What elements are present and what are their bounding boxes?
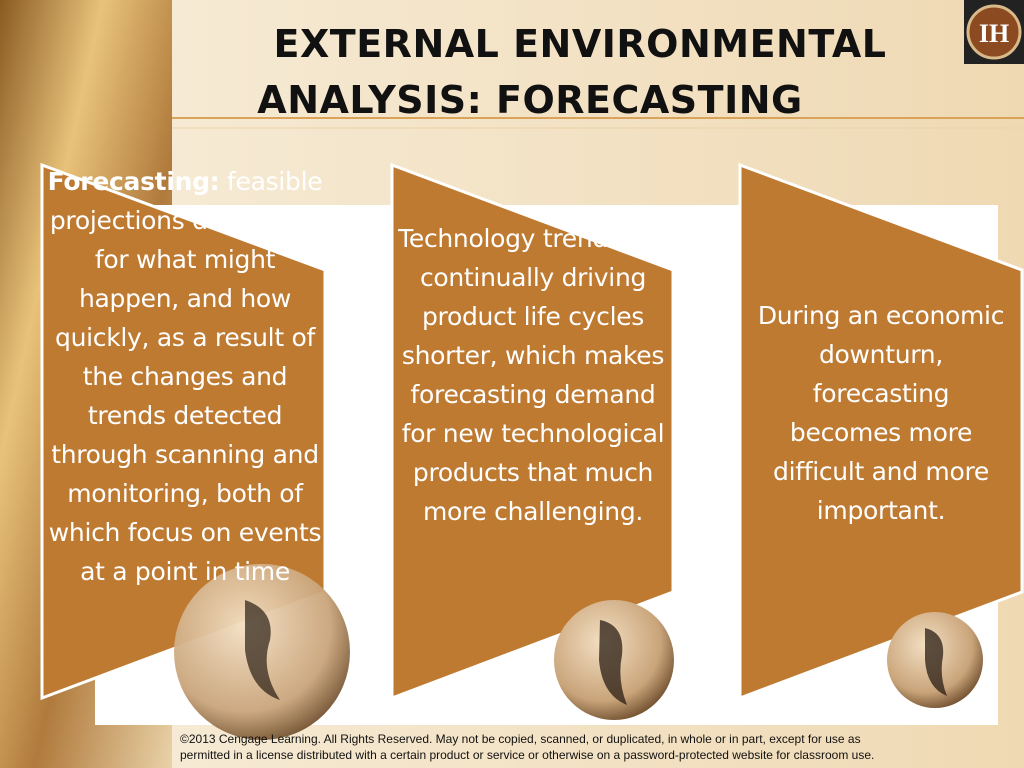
globe-continent — [599, 620, 627, 705]
logo — [966, 4, 1022, 60]
panel-text: During an economic downturn, forecasting… — [757, 301, 1005, 525]
logo-mark: IH — [979, 19, 1009, 48]
panel-text: Forecasting: feasible projections develo… — [45, 162, 325, 591]
panel — [738, 162, 1024, 701]
copyright-line: ©2013 Cengage Learning. All Rights Reser… — [180, 732, 861, 746]
title-line: EXTERNAL ENVIRONMENTAL — [273, 22, 887, 66]
copyright-line: permitted in a license distributed with … — [180, 748, 875, 762]
copyright: ©2013 Cengage Learning. All Rights Reser… — [180, 731, 874, 763]
panel-text: Technology trends are continually drivin… — [398, 224, 668, 526]
globe-continent — [925, 628, 947, 696]
globe-continent — [245, 600, 280, 700]
panel-body: feasible projections developed for what … — [48, 167, 323, 586]
panel-heading: Forecasting: — [47, 167, 220, 196]
panel — [390, 162, 675, 701]
title-line: ANALYSIS: FORECASTING — [257, 78, 803, 122]
